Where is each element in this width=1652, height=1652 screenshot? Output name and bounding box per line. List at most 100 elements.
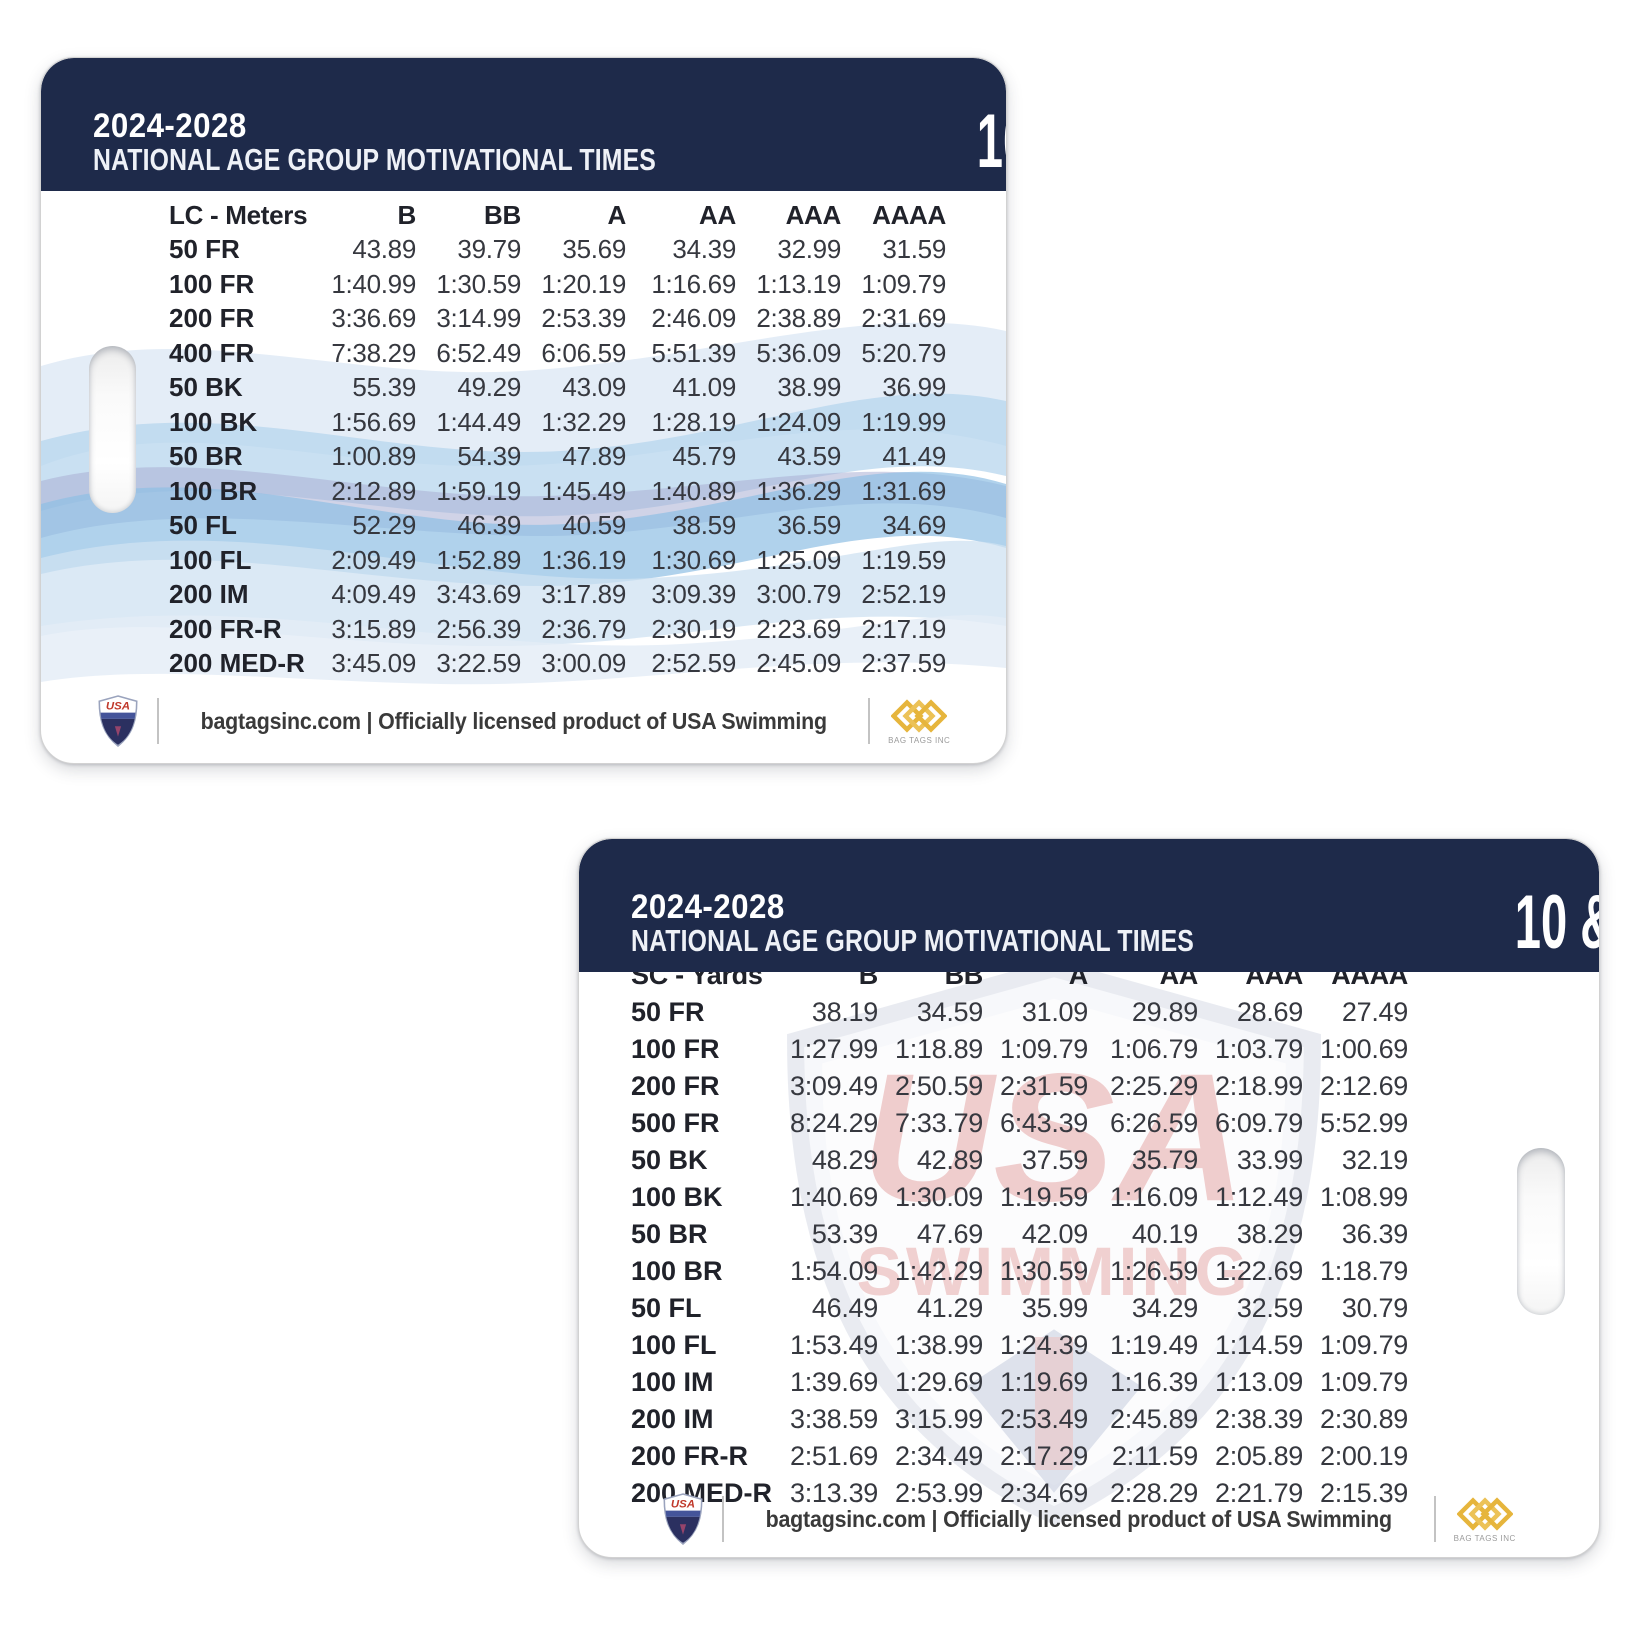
age-group-title: 10 & U BOYS [1514, 880, 1599, 966]
time-cell: 2:30.19 [651, 613, 736, 644]
event-cell: 50 BR [169, 441, 243, 472]
time-cell: 54.39 [457, 441, 521, 472]
time-cell: 2:52.19 [861, 579, 946, 610]
table-row: 100 IM 1:39.69 1:29.69 1:19.69 1:16.39 1… [631, 1364, 1408, 1401]
time-cell: 35.99 [1021, 1293, 1088, 1323]
time-cell: 1:22.69 [1215, 1256, 1303, 1286]
time-cell: 1:40.99 [331, 268, 416, 299]
svg-text:USA: USA [671, 1499, 695, 1511]
time-cell: 2:09.49 [331, 544, 416, 575]
time-cell: 52.29 [352, 510, 416, 541]
bag-tags-logo: BAG TAGS INC [888, 697, 950, 745]
time-cell: 2:53.39 [541, 303, 626, 334]
event-cell: 200 FR [169, 303, 255, 334]
time-cell: 2:30.89 [1320, 1404, 1408, 1434]
time-cell: 2:17.19 [861, 613, 946, 644]
time-cell: 5:51.39 [651, 337, 736, 368]
col-header-a: A [607, 199, 627, 230]
time-cell: 36.99 [882, 372, 946, 403]
sc-times-table: SC - Yards B BB A AA AAA AAAA 50 FR 38.1… [631, 957, 1408, 1512]
card-subtitle: NATIONAL AGE GROUP MOTIVATIONAL TIMES [631, 923, 1195, 959]
time-cell: 2:31.59 [1000, 1071, 1088, 1101]
time-cell: 1:18.79 [1320, 1256, 1408, 1286]
time-cell: 6:52.49 [436, 337, 521, 368]
time-cell: 36.39 [1341, 1219, 1408, 1249]
time-cell: 41.49 [882, 441, 946, 472]
table-row: 100 FR 1:40.99 1:30.59 1:20.19 1:16.69 1… [169, 267, 946, 302]
event-cell: 200 FR-R [169, 613, 282, 644]
time-cell: 3:22.59 [436, 648, 521, 679]
time-cell: 1:08.99 [1320, 1182, 1408, 1212]
time-cell: 7:33.79 [895, 1108, 983, 1138]
event-cell: 50 BK [631, 1145, 708, 1175]
time-cell: 1:19.49 [1110, 1330, 1198, 1360]
time-cell: 31.59 [882, 234, 946, 265]
time-cell: 1:19.59 [1000, 1182, 1088, 1212]
time-cell: 1:30.69 [651, 544, 736, 575]
table-row: 200 MED-R 3:45.09 3:22.59 3:00.09 2:52.5… [169, 647, 946, 682]
event-cell: 50 BK [169, 372, 243, 403]
event-cell: 50 BR [631, 1219, 708, 1249]
card-footer: USA bagtagsinc.com | Officially licensed… [41, 695, 1006, 747]
time-cell: 1:03.79 [1215, 1034, 1303, 1064]
time-cell: 2:50.59 [895, 1071, 983, 1101]
col-header-aa: AA [699, 199, 736, 230]
time-cell: 2:36.79 [541, 613, 626, 644]
time-cell: 1:45.49 [541, 475, 626, 506]
time-cell: 3:00.09 [541, 648, 626, 679]
time-cell: 38.59 [672, 510, 736, 541]
table-row: 50 FR 43.89 39.79 35.69 34.39 32.99 31.5… [169, 233, 946, 268]
time-cell: 5:52.99 [1320, 1108, 1408, 1138]
time-cell: 2:11.59 [1112, 1441, 1198, 1471]
time-cell: 6:06.59 [541, 337, 626, 368]
table-row: 50 BK 48.29 42.89 37.59 35.79 33.99 32.1… [631, 1142, 1408, 1179]
table-row: 50 FL 46.49 41.29 35.99 34.29 32.59 30.7… [631, 1290, 1408, 1327]
event-cell: 100 IM [631, 1367, 714, 1397]
event-cell: 400 FR [169, 337, 255, 368]
year-range: 2024-2028 [93, 106, 247, 145]
time-cell: 35.69 [562, 234, 626, 265]
event-cell: 200 FR-R [631, 1441, 749, 1471]
table-row: 200 IM 4:09.49 3:43.69 3:17.89 3:09.39 3… [169, 578, 946, 613]
table-row: 50 FR 38.19 34.59 31.09 29.89 28.69 27.4… [631, 994, 1408, 1031]
footer-divider [156, 698, 159, 744]
time-cell: 3:36.69 [331, 303, 416, 334]
time-cell: 2:45.09 [756, 648, 841, 679]
time-cell: 2:23.69 [756, 613, 841, 644]
bag-tags-caption: BAG TAGS INC [888, 736, 951, 745]
time-cell: 1:36.19 [541, 544, 626, 575]
table-row: 200 FR 3:09.49 2:50.59 2:31.59 2:25.29 2… [631, 1068, 1408, 1105]
time-cell: 45.79 [672, 441, 736, 472]
year-range: 2024-2028 [631, 887, 785, 926]
event-cell: 200 IM [631, 1404, 714, 1434]
time-cell: 2:12.69 [1320, 1071, 1408, 1101]
table-row: 100 BR 1:54.09 1:42.29 1:30.59 1:26.59 1… [631, 1253, 1408, 1290]
time-cell: 1:19.59 [861, 544, 946, 575]
time-cell: 1:25.09 [756, 544, 841, 575]
time-cell: 1:27.99 [790, 1034, 878, 1064]
time-cell: 32.99 [777, 234, 841, 265]
time-cell: 3:45.09 [331, 648, 416, 679]
time-cell: 1:00.69 [1320, 1034, 1408, 1064]
time-cell: 38.19 [811, 997, 878, 1027]
time-cell: 1:30.09 [895, 1182, 983, 1212]
time-cell: 1:26.59 [1110, 1256, 1198, 1286]
time-cell: 27.49 [1341, 997, 1408, 1027]
time-cell: 3:00.79 [756, 579, 841, 610]
time-cell: 43.59 [777, 441, 841, 472]
time-cell: 1:09.79 [1000, 1034, 1088, 1064]
time-cell: 41.09 [672, 372, 736, 403]
table-row: 50 FL 52.29 46.39 40.59 38.59 36.59 34.6… [169, 509, 946, 544]
time-cell: 1:39.69 [790, 1367, 878, 1397]
event-cell: 200 IM [169, 579, 249, 610]
title-block: 2024-2028 NATIONAL AGE GROUP MOTIVATIONA… [93, 106, 797, 177]
event-cell: 100 FR [631, 1034, 720, 1064]
time-cell: 30.79 [1341, 1293, 1408, 1323]
time-cell: 2:52.59 [651, 648, 736, 679]
time-cell: 1:56.69 [331, 406, 416, 437]
time-cell: 1:32.29 [541, 406, 626, 437]
time-cell: 2:31.69 [861, 303, 946, 334]
time-cell: 1:13.19 [756, 268, 841, 299]
time-cell: 33.99 [1236, 1145, 1303, 1175]
event-cell: 200 MED-R [169, 648, 305, 679]
